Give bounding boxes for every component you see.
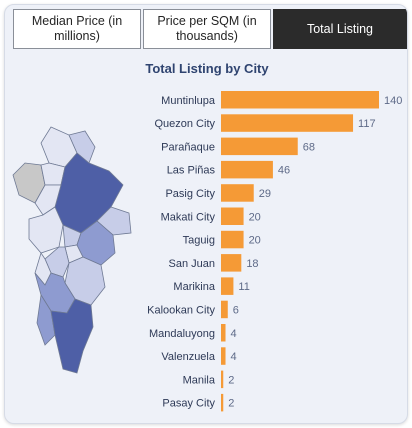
- data-label: 117: [358, 118, 376, 130]
- bar[interactable]: [221, 114, 354, 132]
- category-label: Marikina: [173, 281, 215, 293]
- category-label: Valenzuela: [161, 351, 215, 363]
- map-region-las-pinas: [36, 293, 56, 346]
- bar[interactable]: [221, 277, 234, 295]
- data-label: 46: [278, 165, 290, 177]
- category-label: Mandaluyong: [149, 328, 215, 340]
- data-label: 4: [231, 328, 237, 340]
- category-label: Manila: [183, 374, 216, 386]
- category-label: Makati City: [161, 211, 216, 223]
- metric-tab-bar: Median Price (in millions) Price per SQM…: [13, 9, 407, 49]
- tab-median-price[interactable]: Median Price (in millions): [13, 9, 141, 49]
- tab-price-per-sqm[interactable]: Price per SQM (in thousands): [143, 9, 271, 49]
- bar[interactable]: [221, 137, 298, 156]
- bar[interactable]: [221, 184, 254, 202]
- dashboard-card: Median Price (in millions) Price per SQM…: [4, 4, 408, 424]
- category-label: Kalookan City: [147, 304, 215, 316]
- data-label: 20: [249, 211, 261, 223]
- bar[interactable]: [221, 347, 226, 365]
- map-region-muntinlupa: [50, 298, 94, 374]
- bar[interactable]: [221, 393, 224, 412]
- chart-title: Total Listing by City: [145, 61, 269, 76]
- data-label: 11: [238, 281, 249, 293]
- bar[interactable]: [221, 254, 242, 272]
- data-label: 20: [249, 235, 261, 247]
- map-region-north-kalookan: [68, 130, 96, 164]
- data-label: 68: [303, 141, 315, 153]
- category-label: Pasig City: [165, 188, 215, 200]
- category-label: Pasay City: [162, 398, 215, 410]
- data-label: 2: [228, 398, 234, 410]
- map-region-pasig: [76, 220, 116, 266]
- bar[interactable]: [221, 230, 244, 249]
- map-region-kalookan-south: [34, 184, 62, 216]
- category-label: Quezon City: [154, 118, 215, 130]
- bar[interactable]: [221, 207, 244, 226]
- data-label: 4: [231, 351, 237, 363]
- bar[interactable]: [221, 324, 226, 342]
- data-label: 2: [228, 374, 234, 386]
- data-label: 18: [246, 258, 258, 270]
- bar[interactable]: [221, 370, 224, 389]
- data-label: 29: [259, 188, 271, 200]
- category-label: San Juan: [169, 258, 215, 270]
- tab-total-listing[interactable]: Total Listing: [273, 9, 407, 49]
- category-label: Parañaque: [161, 141, 215, 153]
- bar[interactable]: [221, 91, 379, 109]
- data-label: 6: [233, 304, 239, 316]
- data-label: 140: [384, 95, 402, 107]
- metro-manila-map: [12, 126, 132, 374]
- bar-chart: Muntinlupa 140 Quezon City 117 Parañaque 68 La…: [147, 91, 402, 412]
- bar-layer: Muntinlupa 140 Quezon City 117 Parañaque 68 La…: [147, 91, 402, 412]
- map-region-manila: [28, 206, 64, 254]
- category-label: Taguig: [183, 235, 215, 247]
- category-label: Muntinlupa: [161, 95, 216, 107]
- bar[interactable]: [221, 160, 273, 179]
- bar[interactable]: [221, 300, 228, 319]
- category-label: Las Piñas: [167, 165, 216, 177]
